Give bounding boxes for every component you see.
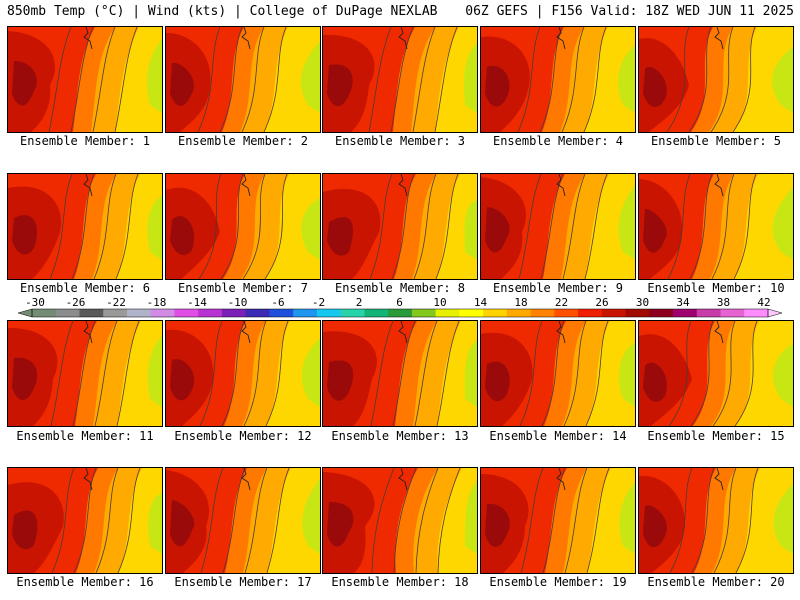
colorbar-tick-label: 22 [555, 296, 568, 309]
ensemble-member-label: Ensemble Member: 11 [16, 429, 154, 443]
colorbar-segment [103, 309, 128, 317]
colorbar-segment [32, 309, 57, 317]
colorbar-segment [696, 309, 722, 317]
colorbar-segment [411, 309, 437, 317]
map-title: 850mb Temp (°C) | Wind (kts) | College o… [7, 4, 438, 19]
ensemble-member-label: Ensemble Member: 14 [489, 429, 627, 443]
ensemble-member-label: Ensemble Member: 1 [19, 134, 151, 148]
colorbar-segment [245, 309, 270, 317]
colorbar-min-arrow [17, 308, 33, 318]
ensemble-member-label: Ensemble Member: 13 [331, 429, 469, 443]
colorbar-tick-label: -2 [312, 296, 325, 309]
colorbar-tick-label: 34 [676, 296, 690, 309]
ensemble-member-label: Ensemble Member: 9 [492, 281, 624, 295]
ensemble-member-label: Ensemble Member: 10 [647, 281, 785, 295]
colorbar-segment [673, 309, 698, 317]
ensemble-member-14-map [480, 320, 636, 427]
ensemble-member-label: Ensemble Member: 19 [489, 575, 627, 589]
ensemble-member-label: Ensemble Member: 16 [16, 575, 154, 589]
ensemble-member-15-map [638, 320, 794, 427]
colorbar-tick-label: -6 [271, 296, 284, 309]
colorbar-tick-label: -18 [147, 296, 167, 309]
ensemble-member-8-map [322, 173, 478, 280]
ensemble-member-label: Ensemble Member: 17 [174, 575, 312, 589]
ensemble-member-1-map [7, 26, 163, 133]
ensemble-member-label: Ensemble Member: 18 [331, 575, 469, 589]
ensemble-member-label: Ensemble Member: 4 [492, 134, 624, 148]
ensemble-member-10-map [638, 173, 794, 280]
colorbar-max-arrow [767, 308, 783, 318]
ensemble-member-label: Ensemble Member: 12 [174, 429, 312, 443]
colorbar-segment [126, 309, 152, 317]
colorbar-tick-label: 26 [595, 296, 608, 309]
ensemble-member-9-map [480, 173, 636, 280]
ensemble-member-6-map [7, 173, 163, 280]
colorbar-tick-label: -22 [106, 296, 126, 309]
colorbar-tick-label: 14 [474, 296, 488, 309]
colorbar-segment [174, 309, 199, 317]
colorbar-segment [649, 309, 674, 317]
colorbar-segment [601, 309, 627, 317]
colorbar-tick-label: -30 [25, 296, 45, 309]
colorbar-segment [316, 309, 342, 317]
colorbar-segment [554, 309, 579, 317]
ensemble-member-label: Ensemble Member: 5 [650, 134, 782, 148]
colorbar-segment [79, 309, 104, 317]
colorbar-tick-label: -10 [228, 296, 248, 309]
colorbar-tick-label: 2 [356, 296, 363, 309]
ensemble-member-4-map [480, 26, 636, 133]
colorbar-tick-label: 18 [514, 296, 527, 309]
ensemble-member-label: Ensemble Member: 3 [334, 134, 466, 148]
colorbar-tick-label: 30 [636, 296, 649, 309]
colorbar-segment [744, 309, 769, 317]
ensemble-member-19-map [480, 467, 636, 574]
colorbar-segment [625, 309, 650, 317]
temperature-colorbar: -30 -26 -22 -18 -14 -10 -6 -2 2 6 10 14 18 22 26 30 34 38… [17, 296, 783, 318]
colorbar-segment [720, 309, 745, 317]
ensemble-member-7-map [165, 173, 321, 280]
ensemble-member-label: Ensemble Member: 20 [647, 575, 785, 589]
ensemble-member-20-map [638, 467, 794, 574]
ensemble-member-11-map [7, 320, 163, 427]
colorbar-segment [198, 309, 223, 317]
ensemble-member-label: Ensemble Member: 6 [19, 281, 151, 295]
colorbar-tick-label: -26 [66, 296, 86, 309]
colorbar-segment [55, 309, 80, 317]
ensemble-member-5-map [638, 26, 794, 133]
ensemble-member-label: Ensemble Member: 7 [177, 281, 309, 295]
colorbar-segment [459, 309, 484, 317]
ensemble-member-3-map [322, 26, 478, 133]
colorbar-segment [364, 309, 389, 317]
colorbar-segment [483, 309, 508, 317]
colorbar-segment [221, 309, 247, 317]
colorbar-segment [578, 309, 603, 317]
colorbar-tick-label: 42 [757, 296, 770, 309]
colorbar-segment [530, 309, 555, 317]
colorbar-tick-label: 10 [433, 296, 446, 309]
colorbar-segment [435, 309, 460, 317]
ensemble-member-label: Ensemble Member: 15 [647, 429, 785, 443]
ensemble-member-2-map [165, 26, 321, 133]
colorbar-tick-label: 6 [396, 296, 403, 309]
ensemble-member-18-map [322, 467, 478, 574]
ensemble-member-17-map [165, 467, 321, 574]
model-run-info: 06Z GEFS | F156 Valid: 18Z WED JUN 11 20… [465, 4, 794, 19]
ensemble-member-16-map [7, 467, 163, 574]
colorbar-segment [150, 309, 175, 317]
colorbar-segment [506, 309, 532, 317]
colorbar-tick-label: -14 [187, 296, 207, 309]
colorbar-tick-label: 38 [717, 296, 730, 309]
ensemble-member-13-map [322, 320, 478, 427]
ensemble-member-label: Ensemble Member: 2 [177, 134, 309, 148]
colorbar-segment [388, 309, 413, 317]
colorbar-segment [340, 309, 365, 317]
ensemble-member-12-map [165, 320, 321, 427]
colorbar-segment [293, 309, 318, 317]
ensemble-member-label: Ensemble Member: 8 [334, 281, 466, 295]
colorbar-segment [269, 309, 294, 317]
